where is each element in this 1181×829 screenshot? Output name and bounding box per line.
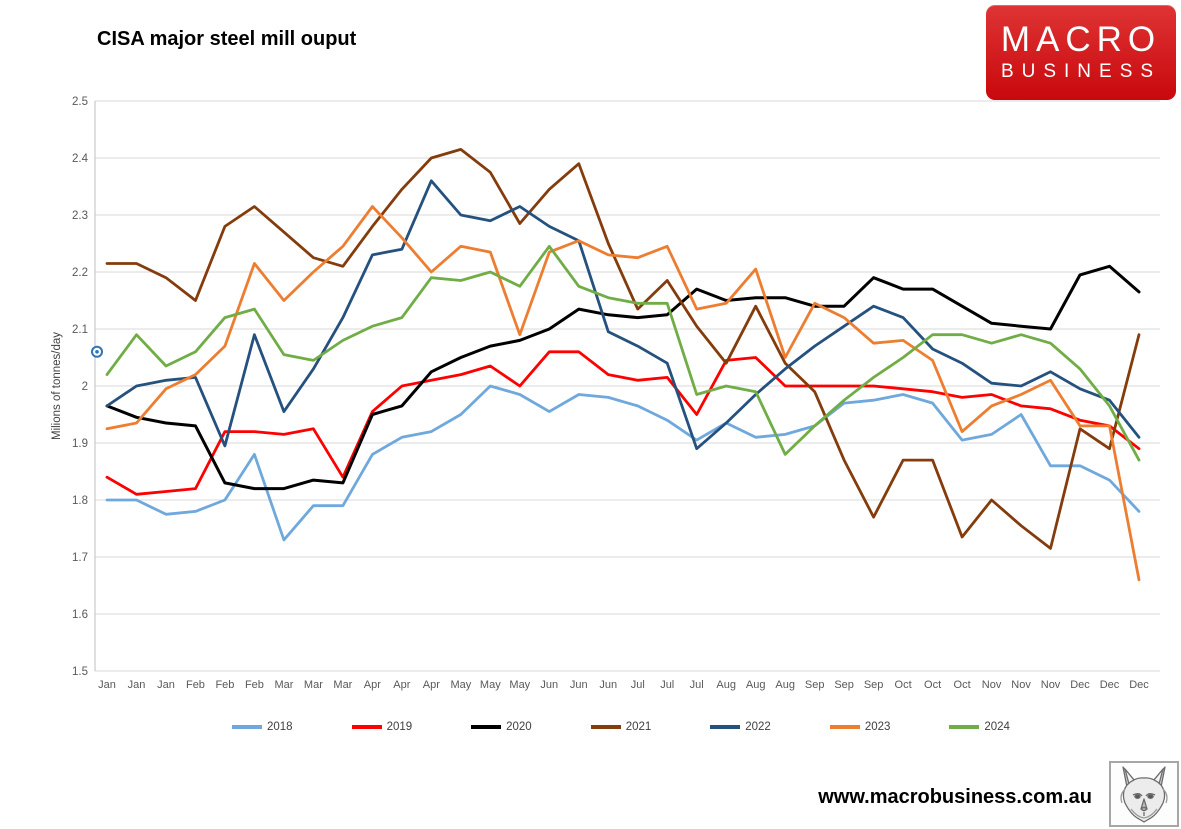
footer-url: www.macrobusiness.com.au <box>818 786 1092 808</box>
y-tick-label: 1.9 <box>72 438 88 450</box>
series-line-2022 <box>105 179 1141 451</box>
legend-swatch-2020 <box>471 725 502 729</box>
y-tick-label: 2.5 <box>72 96 88 108</box>
legend-item-2018: 2018 <box>232 721 293 733</box>
x-tick-label: Jun <box>570 679 588 691</box>
x-tick-label: Nov <box>1041 679 1061 691</box>
x-tick-label: Sep <box>834 679 854 691</box>
legend-label: 2020 <box>506 721 532 733</box>
x-tick-label: Nov <box>1011 679 1031 691</box>
x-tick-label: Jun <box>599 679 617 691</box>
x-tick-label: Jan <box>157 679 175 691</box>
chart-legend: 2018 2019 2020 2021 2022 2023 2024 <box>232 721 1010 733</box>
macrobusiness-logo: MACRO BUSINESS <box>986 5 1176 100</box>
page-title: CISA major steel mill ouput <box>97 28 357 50</box>
x-tick-label: Oct <box>954 679 971 691</box>
x-tick-label: Feb <box>245 679 264 691</box>
y-tick-label: 1.6 <box>72 609 88 621</box>
logo-text-macro: MACRO <box>1000 20 1162 60</box>
y-tick-label: 2.2 <box>72 267 88 279</box>
x-tick-label: Dec <box>1100 679 1120 691</box>
legend-swatch-2018 <box>232 725 262 729</box>
wolf-sketch-icon <box>1120 766 1168 823</box>
y-tick-label: 2.3 <box>72 210 88 222</box>
x-tick-label: Jan <box>98 679 116 691</box>
y-tick-label: 2 <box>82 381 88 393</box>
legend-item-2020: 2020 <box>471 721 532 733</box>
y-tick-label: 1.7 <box>72 552 88 564</box>
legend-label: 2018 <box>267 721 293 733</box>
legend-item-2019: 2019 <box>351 721 413 733</box>
x-tick-label: Aug <box>716 679 736 691</box>
legend-item-2023: 2023 <box>829 721 891 733</box>
x-tick-label: Jan <box>128 679 146 691</box>
y-axis-title: Milions of tonnes/day <box>51 332 63 440</box>
x-tick-label: Jun <box>540 679 558 691</box>
wolf-logo-box <box>1109 761 1179 827</box>
x-tick-label: Apr <box>393 679 410 691</box>
legend-item-2021: 2021 <box>590 721 652 733</box>
series-line-2020 <box>105 264 1141 491</box>
series-line-2018 <box>105 384 1141 542</box>
legend-label: 2021 <box>625 721 652 733</box>
legend-swatch-2021 <box>590 725 621 729</box>
x-tick-label: Dec <box>1129 679 1149 691</box>
x-tick-label: Feb <box>186 679 205 691</box>
x-tick-label: Sep <box>864 679 884 691</box>
x-tick-label: May <box>509 679 530 691</box>
x-tick-label: Mar <box>274 679 293 691</box>
series-line-2024 <box>105 244 1141 462</box>
stray-circle-marker-dot <box>95 350 99 354</box>
y-tick-label: 1.8 <box>72 495 88 507</box>
legend-item-2022: 2022 <box>710 721 771 733</box>
steel-output-line-chart: 2.5 2.4 2.3 2.2 2.1 2 1.9 1.8 1.7 1.6 1.5 Milions o… <box>51 96 1160 691</box>
x-tick-label: Oct <box>924 679 941 691</box>
x-tick-label: Mar <box>333 679 352 691</box>
x-tick-label: Aug <box>775 679 795 691</box>
x-tick-label: Oct <box>895 679 912 691</box>
x-tick-label: Sep <box>805 679 825 691</box>
legend-label: 2024 <box>984 721 1010 733</box>
x-tick-label: May <box>450 679 471 691</box>
series-line-2021 <box>105 147 1141 550</box>
x-tick-label: May <box>480 679 501 691</box>
legend-item-2024: 2024 <box>949 721 1010 733</box>
x-tick-label: Feb <box>215 679 234 691</box>
x-tick-label: Apr <box>364 679 381 691</box>
x-tick-label: Mar <box>304 679 323 691</box>
logo-text-business: BUSINESS <box>1000 60 1162 82</box>
x-tick-label: Jul <box>690 679 704 691</box>
x-tick-label: Nov <box>982 679 1002 691</box>
legend-swatch-2022 <box>710 725 741 729</box>
legend-label: 2019 <box>386 721 413 733</box>
series-line-2019 <box>105 350 1141 496</box>
x-tick-label: Jul <box>660 679 674 691</box>
legend-label: 2022 <box>745 721 771 733</box>
y-tick-label: 2.4 <box>72 153 89 165</box>
x-tick-label: Apr <box>423 679 440 691</box>
legend-swatch-2023 <box>829 725 860 729</box>
y-tick-label: 2.1 <box>72 324 88 336</box>
series-line-2023 <box>105 205 1141 582</box>
x-tick-label: Jul <box>631 679 645 691</box>
y-tick-label: 1.5 <box>72 666 88 678</box>
x-tick-label: Aug <box>746 679 766 691</box>
x-tick-label: Dec <box>1070 679 1090 691</box>
legend-swatch-2019 <box>351 725 382 729</box>
legend-swatch-2024 <box>949 725 980 729</box>
legend-label: 2023 <box>864 721 891 733</box>
